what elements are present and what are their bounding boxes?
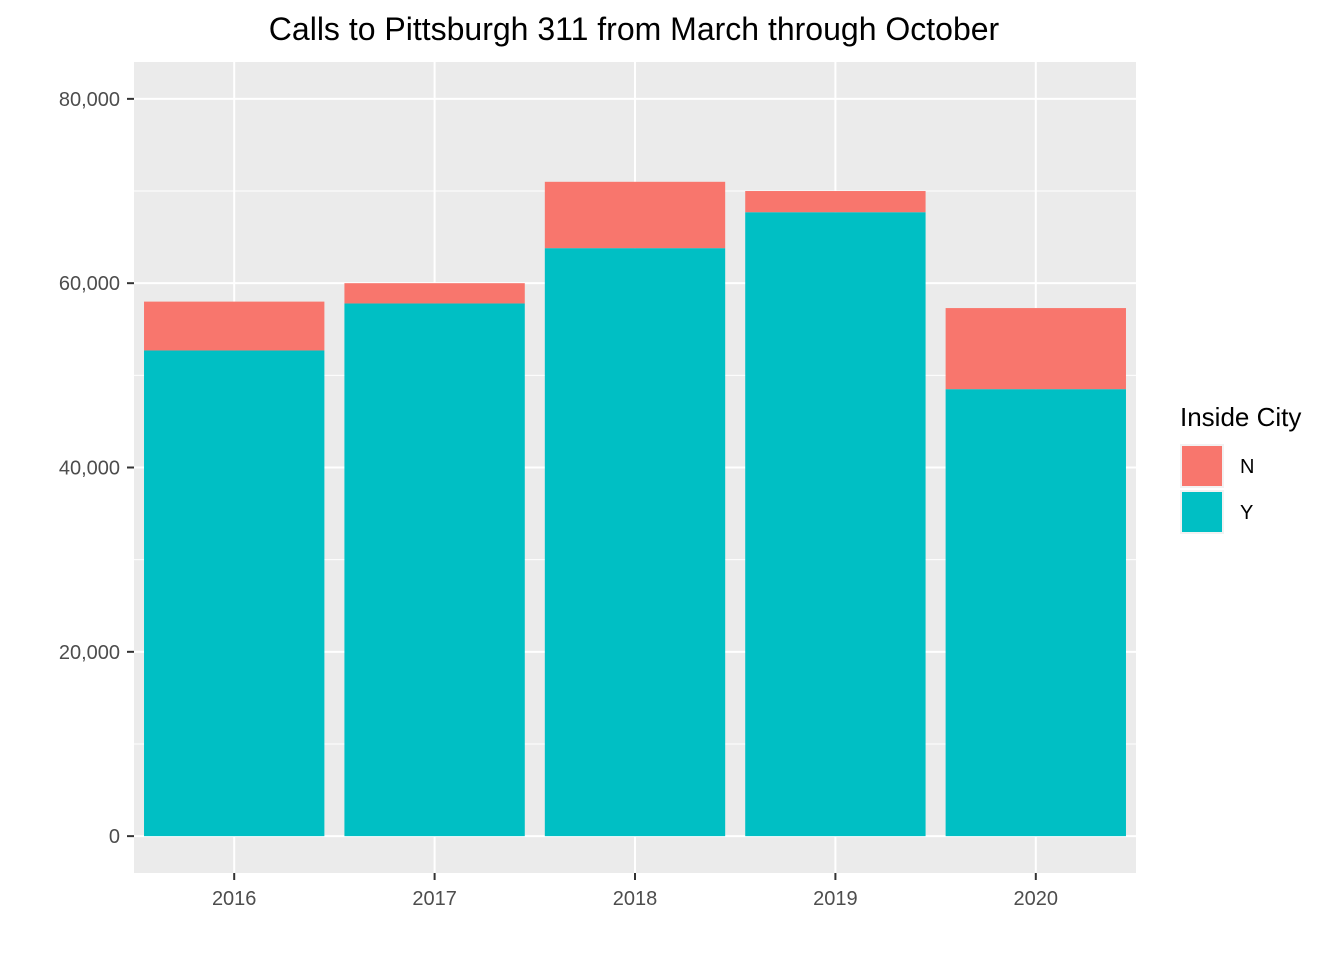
x-tick-label: 2018: [613, 888, 658, 910]
x-axis: 2016 2017 2018 2019 2020: [212, 873, 1058, 910]
bar-Y-2017: [344, 303, 525, 837]
legend: Inside City N Y: [1180, 402, 1301, 534]
bar-N-2020: [945, 308, 1126, 390]
legend-swatch-Y: [1182, 492, 1222, 532]
plot-panel: [134, 62, 1136, 873]
bar-N-2018: [544, 181, 726, 249]
y-tick-label: 20,000: [59, 642, 120, 664]
y-tick-label: 60,000: [59, 273, 120, 295]
bar-N-2019: [745, 191, 926, 213]
legend-label-N: N: [1240, 456, 1254, 478]
x-tick-label: 2019: [813, 888, 858, 910]
x-tick-label: 2016: [212, 888, 257, 910]
y-tick-label: 80,000: [59, 89, 120, 111]
x-tick-label: 2017: [412, 888, 457, 910]
legend-swatch-N: [1182, 446, 1222, 486]
y-tick-label: 40,000: [59, 458, 120, 480]
bar-Y-2016: [144, 350, 325, 837]
chart-title: Calls to Pittsburgh 311 from March throu…: [269, 11, 1000, 47]
y-tick-label: 0: [109, 826, 120, 848]
bar-Y-2018: [544, 248, 726, 837]
legend-label-Y: Y: [1240, 502, 1253, 524]
bar-N-2017: [344, 283, 525, 304]
bar-Y-2020: [945, 389, 1126, 837]
x-tick-label: 2020: [1014, 888, 1059, 910]
legend-title: Inside City: [1180, 402, 1301, 432]
bar-N-2016: [144, 301, 325, 351]
y-axis: 0 20,000 40,000 60,000 80,000: [59, 89, 134, 848]
bar-Y-2019: [745, 212, 926, 837]
